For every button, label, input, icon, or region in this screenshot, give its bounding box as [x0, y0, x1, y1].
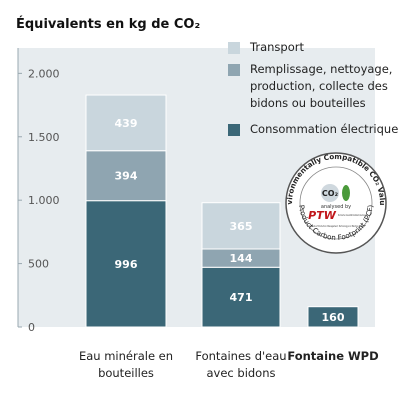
badge-university: Technische Universität Darmstadt, German…: [338, 213, 366, 217]
value-label: 394: [115, 170, 138, 183]
value-label: 471: [230, 291, 253, 304]
x-tick-label: Eau minérale en bouteilles: [78, 349, 174, 380]
x-tick-label: Fontaine WPD: [287, 349, 379, 363]
y-tick-label: 1.000: [28, 194, 60, 207]
bar-segment: [307, 306, 359, 328]
bar-segment: [85, 200, 167, 328]
legend-swatch: [228, 64, 240, 76]
badge-logo: PTW: [308, 209, 337, 222]
y-tick-label: 2.000: [28, 67, 60, 80]
y-tick-label: 0: [28, 321, 35, 334]
footprint: [342, 185, 350, 201]
legend-swatch: [228, 124, 240, 136]
co2-dot: [321, 184, 339, 202]
legend-label: Transport: [250, 40, 304, 54]
bar-segment: [85, 150, 167, 202]
value-label: 439: [115, 117, 138, 130]
legend-label: Remplissage, nettoyage, production, coll…: [250, 62, 393, 110]
value-label: 144: [230, 252, 253, 265]
badge-institute: Institute of Production Management, Tech…: [309, 224, 363, 228]
badge-center: CO₂: [322, 189, 339, 198]
bar-segment: [201, 202, 281, 250]
bar-segment: [85, 94, 167, 152]
x-tick-label: Fontaines d'eau avec bidons: [195, 349, 287, 380]
badge-analysed: analysed by: [321, 204, 351, 210]
chart-title: Équivalents en kg de CO₂: [16, 16, 200, 32]
legend-label: Consommation électrique: [250, 122, 399, 136]
value-label: 160: [322, 311, 345, 324]
bar-segment: [201, 266, 281, 328]
y-tick-label: 500: [28, 258, 49, 271]
value-label: 996: [115, 258, 138, 271]
value-label: 365: [230, 220, 253, 233]
badge-inner: [299, 166, 373, 240]
legend-swatch: [228, 42, 240, 54]
y-tick-label: 1.500: [28, 131, 60, 144]
